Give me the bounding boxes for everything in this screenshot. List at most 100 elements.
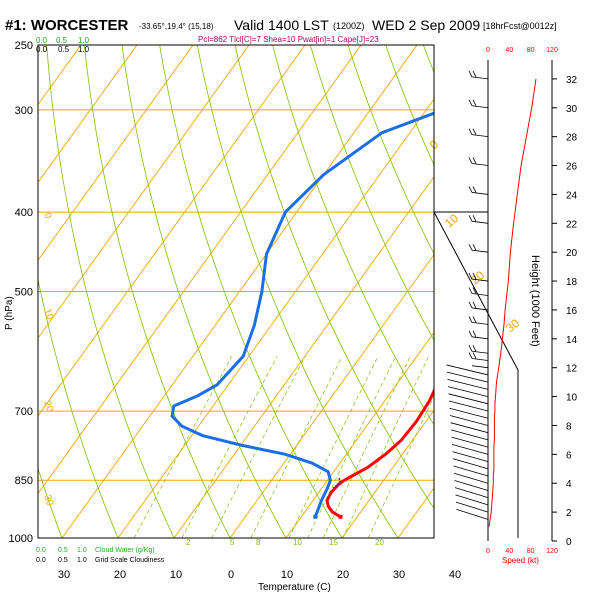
x-tick-label: 10 bbox=[281, 569, 293, 581]
isotherm-label: 0 bbox=[41, 211, 53, 220]
wind-barb bbox=[471, 293, 489, 296]
cloudiness-bottom-05: 0.5 bbox=[58, 557, 68, 564]
wind-barb bbox=[471, 249, 489, 253]
wind-barb bbox=[446, 371, 489, 383]
speed-axis-label: Speed (kt) bbox=[502, 556, 539, 565]
cloud-top-1: 1.0 bbox=[78, 36, 90, 45]
wind-barb-flag bbox=[468, 128, 473, 135]
cloud-top-0: 0.0 bbox=[36, 36, 48, 45]
x-tick-label: 20 bbox=[114, 569, 126, 581]
height-tick-label: 18 bbox=[566, 277, 578, 288]
speed-tick-bottom: 80 bbox=[527, 548, 535, 555]
cloud-bottom-05: 0.5 bbox=[58, 547, 68, 554]
cloud-scale-top: 0.0 0.5 1.0 0.0 0.5 1.0 bbox=[36, 36, 90, 54]
wind-barb-flag bbox=[468, 272, 473, 280]
cloud-scale-bottom: 0.0 0.5 1.0 Cloud Water (g/Kg) 0.0 0.5 1… bbox=[36, 547, 165, 564]
height-tick-label: 6 bbox=[566, 450, 572, 461]
height-axis-label: Height (1000 Feet) bbox=[529, 255, 541, 347]
cloud-bottom-0: 0.0 bbox=[36, 547, 46, 554]
x-axis-label: Temperature (C) bbox=[258, 582, 331, 593]
cloud-water-label: Cloud Water (g/Kg) bbox=[95, 547, 155, 554]
dry-adiabat-label: 30 bbox=[503, 316, 522, 336]
parcel-path bbox=[332, 477, 341, 490]
utc-time: (1200Z) bbox=[333, 21, 365, 31]
height-tick-label: 10 bbox=[566, 393, 578, 404]
y-tick-400: 400 bbox=[15, 207, 33, 219]
temperature-line bbox=[325, 387, 434, 519]
mixing-ratio-label: 10 bbox=[293, 538, 302, 547]
isotherm-line bbox=[117, 98, 434, 538]
forecast-run: [18hrFcst@0012z] bbox=[483, 21, 557, 31]
cloudiness-top-05: 0.5 bbox=[58, 45, 70, 54]
mixing-ratio-line bbox=[288, 356, 379, 538]
mixing-ratio-line bbox=[211, 356, 306, 538]
wind-barb-flag bbox=[468, 316, 473, 323]
wind-barb bbox=[450, 422, 489, 434]
mixing-ratio-label: 5 bbox=[230, 538, 235, 547]
wind-barb-flag bbox=[472, 215, 477, 222]
mixing-ratio-label: 2 bbox=[186, 538, 191, 547]
wind-barb bbox=[447, 378, 489, 390]
x-tick-label: 40 bbox=[449, 569, 461, 581]
height-tick-label: 4 bbox=[566, 479, 572, 490]
dry-adiabat-line bbox=[159, 45, 343, 538]
wind-barb bbox=[471, 134, 489, 138]
mixing-ratio-line bbox=[322, 356, 411, 538]
dry-adiabat-line bbox=[309, 45, 434, 341]
wind-barb bbox=[446, 364, 489, 376]
cloud-bottom-1: 1.0 bbox=[77, 547, 87, 554]
mixing-ratio-label: 15 bbox=[329, 538, 338, 547]
height-tick-label: 32 bbox=[566, 75, 578, 86]
isotherm-line bbox=[61, 45, 418, 538]
x-tick-label: 30 bbox=[58, 569, 70, 581]
wind-barb-flag bbox=[468, 157, 473, 164]
wind-barb bbox=[471, 76, 489, 80]
wind-barb bbox=[471, 365, 489, 369]
y-tick-850: 850 bbox=[15, 475, 33, 487]
isotherm-line bbox=[510, 45, 600, 538]
wind-barb bbox=[452, 458, 489, 470]
wind-barb-flag bbox=[472, 316, 477, 323]
wind-barb bbox=[471, 358, 489, 361]
height-tick-label: 2 bbox=[566, 508, 572, 519]
x-tick-label: 30 bbox=[393, 569, 405, 581]
height-tick-label: 22 bbox=[566, 219, 578, 230]
dry-adiabat-line bbox=[121, 45, 287, 538]
wind-barb-flag bbox=[472, 352, 477, 359]
forecast-date: WED 2 Sep 2009 bbox=[372, 17, 480, 33]
wind-barb-flag bbox=[468, 345, 473, 352]
wind-barb bbox=[447, 386, 489, 397]
isotherm-line bbox=[38, 45, 194, 261]
dry-adiabat-line bbox=[0, 31, 12, 556]
wind-barb bbox=[455, 501, 489, 513]
wind-barb bbox=[454, 480, 489, 491]
mixing-ratio-label: 8 bbox=[256, 538, 261, 547]
dry-adiabat-line bbox=[83, 45, 231, 538]
dewpoint-line bbox=[170, 111, 434, 518]
mixing-ratio-line bbox=[181, 356, 278, 538]
surface-dewpoint-marker bbox=[313, 514, 318, 519]
wind-barb bbox=[471, 192, 489, 195]
mixing-ratio-line bbox=[307, 356, 396, 538]
wind-barb bbox=[451, 443, 489, 455]
height-tick-label: 26 bbox=[566, 162, 578, 173]
cloudiness-bottom-0: 0.0 bbox=[36, 557, 46, 564]
dry-adiabat-line bbox=[492, 31, 600, 556]
height-tick-label: 20 bbox=[566, 248, 578, 259]
wind-panel: 0246810121416182022242628303200404080801… bbox=[433, 47, 578, 555]
dry-adiabat-grid bbox=[0, 31, 600, 556]
x-tick-label: 20 bbox=[337, 569, 349, 581]
y-axis-label: P (hPa) bbox=[4, 296, 15, 330]
wind-barb bbox=[471, 278, 489, 282]
wind-barb bbox=[453, 465, 489, 477]
wind-barb-flag bbox=[468, 215, 473, 222]
wind-barb-flag bbox=[472, 128, 477, 135]
wind-barb bbox=[471, 105, 489, 109]
mixing-ratio-label: 20 bbox=[375, 538, 384, 547]
speed-tick-top: 0 bbox=[486, 47, 490, 54]
wind-barb-flag bbox=[472, 99, 477, 106]
height-tick-label: 12 bbox=[566, 364, 578, 375]
station-title: #1: WORCESTER bbox=[5, 17, 129, 34]
wind-barb bbox=[455, 494, 489, 506]
wind-barb-flag bbox=[472, 272, 477, 280]
